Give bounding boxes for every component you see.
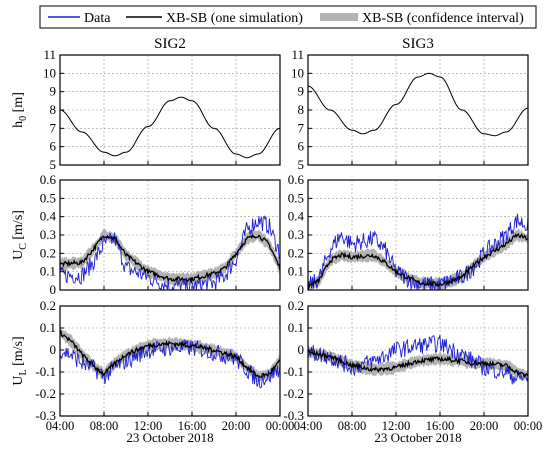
y-axis-label-base: U xyxy=(11,376,26,386)
y-axis-label-sub: C xyxy=(18,243,29,250)
ytick-label: 8 xyxy=(298,102,305,117)
xlabel-left: 23 October 2018 xyxy=(126,430,213,445)
panel-Uc-SIG2: 0 0.1 0.2 0.3 0.4 0.5 0.6 UC [m/s] xyxy=(11,172,281,297)
ytick-label: 0.1 xyxy=(288,264,304,279)
ytick-label: 0.2 xyxy=(288,245,304,260)
ytick-label: 0 xyxy=(50,282,57,297)
ytick-label: 0.3 xyxy=(288,227,304,242)
y-axis-label: h0 [m] xyxy=(11,92,29,128)
ytick-label: 0.2 xyxy=(40,298,56,313)
ytick-label: 0.6 xyxy=(288,172,305,187)
ytick-label: 0.3 xyxy=(40,227,56,242)
series-ci-band xyxy=(308,228,528,290)
column-title-sig2: SIG2 xyxy=(154,36,186,52)
series-sim-line xyxy=(60,96,280,159)
plot-area-h0-SIG3 xyxy=(308,72,528,137)
xtick-label: 08:00 xyxy=(90,419,118,433)
ytick-label: -0.1 xyxy=(283,364,304,379)
xtick-label: 16:00 xyxy=(426,419,454,433)
y-axis-label-unit: [m] xyxy=(11,92,26,116)
legend-box xyxy=(39,5,537,29)
ytick-label: 0.5 xyxy=(40,190,56,205)
axes-frame xyxy=(307,305,529,417)
y-axis-label-base: h xyxy=(11,121,26,128)
ytick-label: 8 xyxy=(50,102,57,117)
legend-swatch-ci xyxy=(320,13,358,21)
ytick-label: 0.1 xyxy=(288,320,304,335)
y-axis-label: UL [m/s] xyxy=(11,336,29,385)
xtick-label: 04:00 xyxy=(294,419,322,433)
ytick-label: 0.5 xyxy=(288,190,304,205)
xtick-label: 04:00 xyxy=(46,419,74,433)
y-axis-label-unit: [m/s] xyxy=(11,336,26,369)
y-axis-label-base: U xyxy=(11,250,26,260)
ytick-label: 10 xyxy=(43,65,56,80)
legend: Data XB-SB (one simulation) XB-SB (confi… xyxy=(39,5,537,29)
y-axis-label: UC [m/s] xyxy=(11,210,29,260)
xtick-label: 12:00 xyxy=(382,419,410,433)
ytick-label: 0 xyxy=(298,282,305,297)
ytick-label: 5 xyxy=(50,157,57,172)
ytick-label: 11 xyxy=(43,47,56,62)
ytick-label: -0.3 xyxy=(283,408,304,423)
legend-label-sim: XB-SB (one simulation) xyxy=(166,11,303,26)
panel-h0-SIG3: 5 6 7 8 9 10 11 xyxy=(291,47,529,172)
ytick-label: 9 xyxy=(298,84,305,99)
ytick-label: 7 xyxy=(50,120,57,135)
ytick-label: -0.3 xyxy=(35,408,56,423)
xtick-label: 08:00 xyxy=(338,419,366,433)
xtick-label: 12:00 xyxy=(134,419,162,433)
column-title-sig3: SIG3 xyxy=(402,36,434,52)
xtick-label: 20:00 xyxy=(222,419,250,433)
series-sim-line xyxy=(308,232,528,290)
ytick-label: 0.1 xyxy=(40,264,56,279)
xtick-label: 00:00 xyxy=(514,419,542,433)
plot-area-h0-SIG2 xyxy=(60,96,280,159)
legend-label-ci: XB-SB (confidence interval) xyxy=(362,11,524,26)
legend-label-data: Data xyxy=(84,11,111,26)
series-sim-line xyxy=(60,330,280,379)
ytick-label: 0.4 xyxy=(288,209,305,224)
panel-UL-SIG3: -0.3 -0.2 -0.1 0 0.1 0.2 04:00 08:00 12:00 16:00 2… xyxy=(283,298,542,433)
series-sim-line xyxy=(308,349,528,379)
ytick-label: -0.2 xyxy=(35,386,56,401)
ytick-label: 6 xyxy=(50,139,57,154)
ytick-label: 0.2 xyxy=(288,298,304,313)
ytick-label: 9 xyxy=(50,84,57,99)
ytick-label: 6 xyxy=(298,139,305,154)
plot-area-Uc-SIG3 xyxy=(308,213,528,290)
plot-area-UL-SIG3 xyxy=(308,334,528,385)
series-ci-band xyxy=(308,346,528,384)
axes-frame xyxy=(59,305,281,417)
ytick-label: 0 xyxy=(298,342,305,357)
xtick-label: 00:00 xyxy=(266,419,294,433)
ytick-label: 0.2 xyxy=(40,245,56,260)
xlabel-right: 23 October 2018 xyxy=(374,430,461,445)
series-data-line xyxy=(308,334,528,385)
panel-UL-SIG2: -0.3 -0.2 -0.1 0 0.1 0.2 04:00 08:00 12:00 16:00 2… xyxy=(11,298,294,433)
panel-h0-SIG2: 5 6 7 8 9 10 11 h0 [m] xyxy=(11,47,281,172)
series-sim-line xyxy=(308,72,528,137)
ytick-label: 0.4 xyxy=(40,209,57,224)
ytick-label: 0.6 xyxy=(40,172,57,187)
panel-Uc-SIG3: 0 0.1 0.2 0.3 0.4 0.5 0.6 xyxy=(288,172,529,297)
ytick-label: -0.2 xyxy=(283,386,304,401)
ytick-label: 11 xyxy=(291,47,304,62)
xtick-label: 20:00 xyxy=(470,419,498,433)
ytick-label: 7 xyxy=(298,120,305,135)
ytick-label: -0.1 xyxy=(35,364,56,379)
ytick-label: 0.1 xyxy=(40,320,56,335)
y-axis-label-sub: L xyxy=(18,369,29,375)
xtick-label: 16:00 xyxy=(178,419,206,433)
ytick-label: 10 xyxy=(291,65,304,80)
ytick-label: 5 xyxy=(298,157,305,172)
ytick-label: 0 xyxy=(50,342,57,357)
y-axis-label-sub: 0 xyxy=(18,116,29,121)
y-axis-label-unit: [m/s] xyxy=(11,210,26,243)
series-sim-line xyxy=(60,233,280,284)
plot-area-UL-SIG2 xyxy=(60,328,280,389)
